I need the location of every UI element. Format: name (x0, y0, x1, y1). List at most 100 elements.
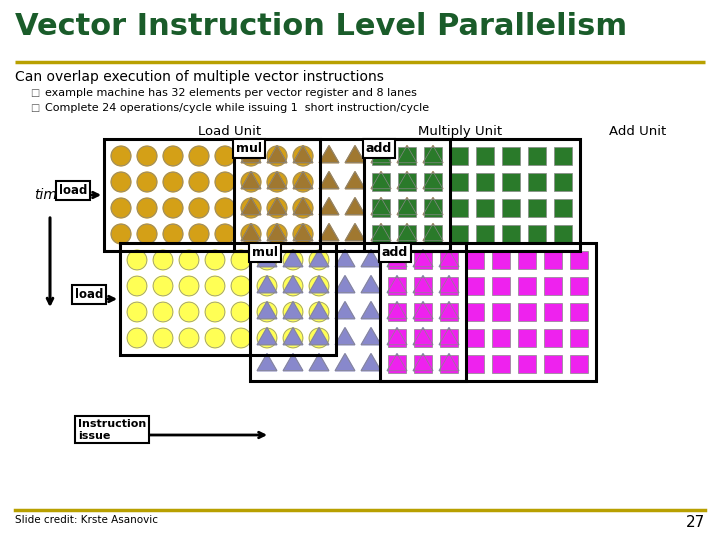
Bar (397, 147, 416, 165)
Bar (372, 199, 390, 218)
Polygon shape (293, 146, 313, 163)
Bar (423, 147, 442, 165)
Circle shape (205, 302, 225, 322)
Circle shape (283, 302, 303, 322)
Circle shape (241, 198, 261, 218)
Bar (449, 147, 469, 165)
Bar (413, 329, 432, 347)
Bar (364, 139, 580, 251)
Polygon shape (241, 224, 261, 241)
Polygon shape (371, 146, 391, 163)
Circle shape (215, 198, 235, 218)
Text: load: load (75, 288, 104, 301)
Circle shape (293, 224, 313, 244)
Polygon shape (283, 302, 303, 319)
Circle shape (163, 146, 183, 166)
Circle shape (163, 224, 183, 244)
Bar (466, 276, 485, 295)
Polygon shape (267, 198, 287, 215)
Polygon shape (293, 172, 313, 189)
Bar (492, 276, 510, 295)
Circle shape (215, 146, 235, 166)
Circle shape (111, 146, 131, 166)
Bar (492, 355, 510, 373)
Bar (544, 276, 562, 295)
Polygon shape (345, 198, 365, 215)
Polygon shape (439, 275, 459, 293)
Polygon shape (267, 172, 287, 189)
Bar (449, 225, 469, 244)
Circle shape (241, 146, 261, 166)
Circle shape (137, 224, 157, 244)
Circle shape (231, 276, 251, 296)
Polygon shape (397, 146, 417, 163)
Text: Multiply Unit: Multiply Unit (418, 125, 502, 138)
Polygon shape (387, 302, 407, 319)
Bar (397, 225, 416, 244)
Bar (502, 199, 521, 218)
Circle shape (153, 276, 173, 296)
Polygon shape (241, 198, 261, 215)
Circle shape (293, 172, 313, 192)
Circle shape (283, 250, 303, 270)
Bar (423, 199, 442, 218)
Polygon shape (423, 198, 443, 215)
Circle shape (179, 250, 199, 270)
Polygon shape (397, 198, 417, 215)
Bar (413, 355, 432, 373)
Polygon shape (439, 328, 459, 345)
Polygon shape (309, 302, 329, 319)
Bar (518, 276, 536, 295)
Text: mul: mul (252, 246, 278, 259)
Circle shape (189, 146, 209, 166)
Text: load: load (59, 184, 87, 197)
Circle shape (267, 198, 287, 218)
Circle shape (257, 302, 277, 322)
Bar (466, 302, 485, 321)
Bar (518, 329, 536, 347)
Polygon shape (345, 224, 365, 241)
Text: 27: 27 (685, 515, 705, 530)
Circle shape (215, 172, 235, 192)
Bar (476, 199, 495, 218)
Polygon shape (309, 249, 329, 267)
Circle shape (257, 328, 277, 348)
Text: add: add (382, 246, 408, 259)
Text: □: □ (30, 88, 40, 98)
Polygon shape (387, 354, 407, 371)
Polygon shape (309, 354, 329, 371)
Bar (372, 173, 390, 191)
Bar (372, 225, 390, 244)
Bar (466, 251, 485, 269)
Bar (250, 243, 466, 381)
Polygon shape (371, 172, 391, 189)
Polygon shape (319, 172, 339, 189)
Circle shape (257, 250, 277, 270)
Polygon shape (345, 172, 365, 189)
Bar (372, 147, 390, 165)
Bar (502, 147, 521, 165)
Bar (544, 355, 562, 373)
Circle shape (189, 172, 209, 192)
Bar (387, 276, 406, 295)
Bar (544, 329, 562, 347)
Bar (570, 276, 588, 295)
Polygon shape (361, 249, 381, 267)
Text: mul: mul (236, 142, 262, 155)
Polygon shape (423, 146, 443, 163)
Polygon shape (267, 224, 287, 241)
Polygon shape (257, 328, 277, 345)
Polygon shape (439, 302, 459, 319)
Bar (554, 225, 572, 244)
Bar (387, 329, 406, 347)
Bar (570, 302, 588, 321)
Circle shape (283, 276, 303, 296)
Polygon shape (335, 354, 355, 371)
Polygon shape (257, 249, 277, 267)
Bar (440, 355, 459, 373)
Bar (397, 173, 416, 191)
Polygon shape (423, 172, 443, 189)
Polygon shape (319, 224, 339, 241)
Bar (528, 173, 546, 191)
Polygon shape (345, 146, 365, 163)
